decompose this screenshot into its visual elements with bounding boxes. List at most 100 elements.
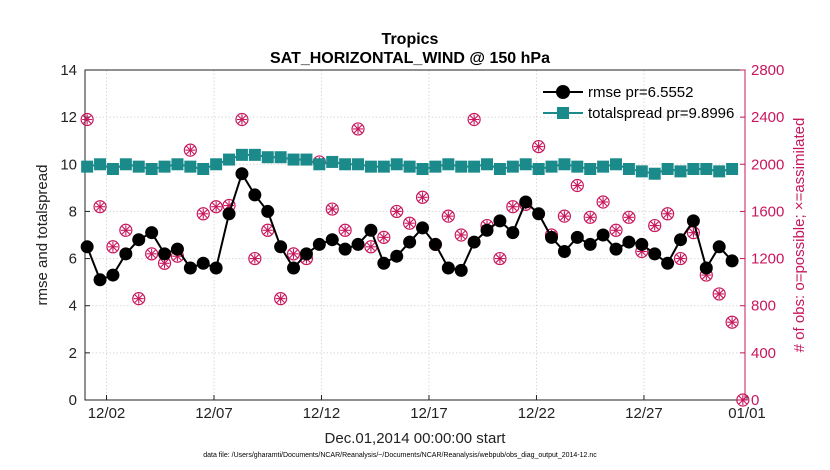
rmse-point: [158, 247, 172, 261]
totalspread-point: [223, 153, 236, 166]
obs-possible-point: [325, 202, 339, 216]
totalspread-point: [132, 160, 145, 173]
rmse-point: [248, 188, 262, 202]
y2-tick-label: 2800: [751, 62, 784, 79]
rmse-point: [725, 254, 739, 268]
obs-possible-point: [93, 200, 107, 214]
totalspread-point: [545, 160, 558, 173]
totalspread-point: [274, 151, 287, 164]
obs-assimilated-point: [533, 141, 544, 152]
obs-assimilated-point: [623, 212, 634, 223]
obs-possible-point: [351, 122, 365, 136]
obs-possible-point: [557, 209, 572, 223]
totalspread-point: [158, 160, 171, 173]
y-tick-label: 12: [60, 109, 77, 126]
totalspread-point: [506, 160, 519, 173]
totalspread-point: [571, 160, 584, 173]
obs-assimilated-point: [249, 253, 260, 264]
y2-tick-label: 0: [751, 392, 759, 409]
rmse-point: [570, 230, 584, 244]
obs-assimilated-point: [159, 258, 170, 269]
obs-possible-point: [583, 210, 597, 224]
x-tick-label: 12/07: [195, 405, 233, 422]
obs-assimilated-point: [185, 145, 196, 156]
obs-assimilated-point: [737, 395, 748, 405]
data-file-footnote: data file: /Users/gharamti/Documents/NCA…: [203, 452, 597, 459]
totalspread-point: [455, 160, 468, 173]
obs-assimilated-point: [611, 225, 622, 236]
rmse-point: [390, 249, 404, 263]
obs-possible-point: [196, 207, 210, 221]
rmse-point: [467, 235, 481, 249]
rmse-point: [80, 240, 94, 254]
obs-possible-point: [648, 218, 662, 233]
obs-assimilated-point: [417, 192, 428, 203]
y-tick-label: 8: [69, 203, 77, 220]
obs-assimilated-point: [198, 208, 209, 219]
totalspread-point: [713, 165, 726, 178]
y-tick-label: 6: [69, 251, 77, 268]
rmse-point: [338, 242, 352, 256]
rmse-point: [441, 261, 455, 275]
obs-assimilated-point: [598, 197, 609, 207]
totalspread-point: [726, 163, 739, 175]
rmse-point: [132, 233, 146, 247]
chart-subtitle: SAT_HORIZONTAL_WIND @ 150 hPa: [270, 50, 550, 67]
obs-assimilated-point: [353, 123, 364, 134]
y-axis-right: 0 400 800 1200 1600 2000 2400 2800: [740, 62, 784, 409]
obs-assimilated-point: [649, 220, 660, 231]
obs-assimilated-point: [172, 251, 183, 262]
rmse-point: [222, 207, 236, 221]
rmse-point: [648, 247, 662, 261]
obs-assimilated-point: [95, 201, 106, 212]
totalspread-point: [248, 148, 261, 161]
legend-totalspread-label: totalspread pr=9.8996: [588, 105, 734, 122]
totalspread-series-group: [81, 148, 739, 180]
totalspread-point: [700, 163, 713, 175]
totalspread-point: [648, 167, 661, 180]
totalspread-point: [364, 160, 377, 173]
obs-possible-point: [454, 228, 468, 242]
rmse-point: [686, 214, 700, 228]
y-tick-label: 2: [69, 345, 77, 362]
totalspread-point: [300, 153, 313, 166]
totalspread-point: [635, 165, 648, 178]
totalspread-point: [481, 158, 494, 171]
y-axis-label: rmse and totalspread: [34, 165, 51, 306]
totalspread-point: [210, 158, 223, 171]
rmse-point: [712, 240, 726, 254]
obs-possible-point: [119, 223, 133, 237]
obs-assimilated-point: [365, 241, 376, 252]
rmse-point: [416, 221, 430, 235]
obs-possible-point: [145, 247, 159, 261]
totalspread-point: [106, 163, 119, 175]
totalspread-point: [94, 158, 107, 171]
chart-title: Tropics: [382, 31, 439, 48]
obs-assimilated-point: [236, 114, 247, 125]
obs-possible-point: [377, 230, 391, 244]
rmse-point: [312, 237, 326, 251]
obs-possible-point: [80, 112, 94, 127]
y2-tick-label: 800: [751, 298, 776, 315]
totalspread-point: [171, 158, 184, 171]
obs-assimilated-point: [120, 225, 131, 236]
totalspread-point: [287, 153, 300, 166]
rmse-point: [183, 261, 197, 275]
rmse-point: [596, 228, 610, 242]
obs-assimilated-point: [146, 248, 157, 259]
y2-tick-label: 1200: [751, 251, 784, 268]
legend-rmse-label: rmse pr=6.5552: [588, 84, 693, 101]
obs-possible-point: [106, 240, 120, 254]
rmse-point: [493, 214, 507, 228]
rmse-point: [261, 204, 275, 218]
rmse-point: [287, 261, 301, 275]
y2-tick-label: 2000: [751, 156, 784, 173]
obs-assimilated-point: [494, 253, 505, 264]
rmse-point: [351, 237, 365, 251]
rmse-point: [119, 247, 133, 261]
x-tick-label: 12/27: [625, 405, 663, 422]
y2-tick-label: 1600: [751, 203, 784, 220]
obs-assimilated-point: [507, 201, 518, 212]
totalspread-point: [145, 163, 158, 175]
